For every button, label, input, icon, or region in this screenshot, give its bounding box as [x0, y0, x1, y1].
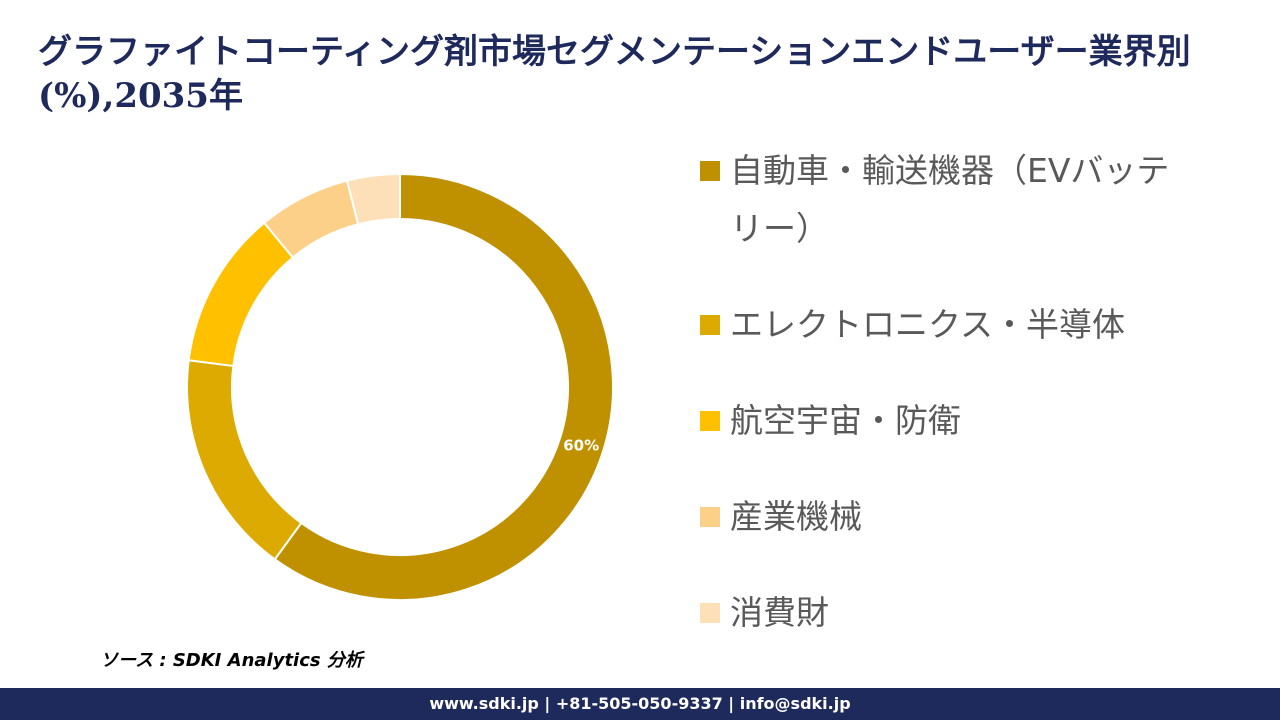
- data-label: 60%: [563, 436, 599, 454]
- legend-swatch: [700, 507, 720, 527]
- legend-label: 自動車・輸送機器（EVバッテリー）: [730, 151, 1170, 248]
- legend-item: 消費財: [700, 584, 1180, 642]
- legend-item: 産業機械: [700, 488, 1180, 546]
- legend-swatch: [700, 603, 720, 623]
- legend-label: 航空宇宙・防衛: [730, 401, 961, 440]
- legend: 自動車・輸送機器（EVバッテリー） エレクトロニクス・半導体 航空宇宙・防衛 産業機械…: [700, 142, 1180, 680]
- chart-title: グラファイトコーティング剤市場セグメンテーションエンドユーザー業界別(%),20…: [38, 32, 1191, 116]
- legend-swatch: [700, 161, 720, 181]
- donut-segment: [186, 359, 303, 561]
- source: ソース : SDKI Analytics 分析: [100, 650, 363, 671]
- legend-item: エレクトロニクス・半導体: [700, 296, 1180, 354]
- donut-segment: [345, 172, 401, 226]
- footer: www.sdki.jp | +81-505-050-9337 | info@sd…: [0, 688, 1280, 720]
- donut-segment: [273, 172, 614, 601]
- legend-item: 自動車・輸送機器（EVバッテリー）: [700, 142, 1180, 258]
- legend-label: エレクトロニクス・半導体: [730, 305, 1126, 344]
- legend-label: 産業機械: [730, 497, 862, 536]
- legend-swatch: [700, 315, 720, 335]
- legend-item: 航空宇宙・防衛: [700, 392, 1180, 450]
- donut-segment: [187, 221, 295, 368]
- legend-label: 消費財: [730, 593, 829, 632]
- legend-swatch: [700, 411, 720, 431]
